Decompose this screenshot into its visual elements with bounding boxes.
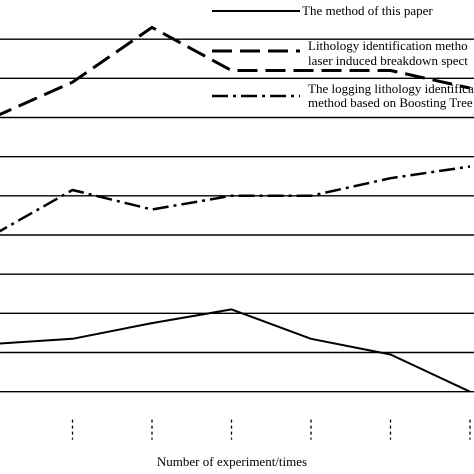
x-tick-label-6: 6 — [467, 472, 473, 474]
legend-label-method-of-this-paper: The method of this paper — [302, 3, 433, 18]
legend-label-boosting-line2: method based on Boosting Tree — [308, 95, 473, 110]
legend: The method of this paper Lithology ident… — [212, 3, 474, 110]
series-lines — [0, 25, 471, 393]
legend-label-libs-line1: Lithology identification metho — [308, 38, 468, 53]
series-line-1 — [0, 25, 471, 117]
x-tick-label-5: 5 — [388, 472, 394, 474]
x-axis-ticks: 1 2 3 4 5 6 — [70, 419, 473, 474]
legend-label-boosting-line1: The logging lithology identifica — [308, 81, 474, 96]
legend-label-libs-line2: laser induced breakdown spect — [308, 53, 468, 68]
grid-lines — [0, 38, 474, 393]
x-axis-label: Number of experiment/times — [157, 454, 307, 469]
series-line-2 — [0, 165, 471, 233]
x-tick-label-3: 3 — [229, 472, 235, 474]
x-tick-label-4: 4 — [308, 472, 314, 474]
x-tick-label-1: 1 — [70, 472, 76, 474]
x-tick-label-2: 2 — [149, 472, 155, 474]
series-line-0 — [0, 308, 471, 393]
